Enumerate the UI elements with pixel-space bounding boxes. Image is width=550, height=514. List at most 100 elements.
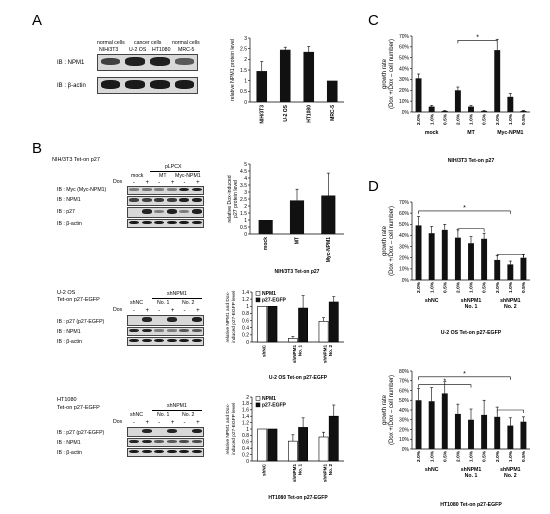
blot-label: IB : NPM1 bbox=[57, 440, 81, 446]
sh-bracket bbox=[152, 410, 202, 411]
blot-band bbox=[166, 449, 177, 454]
blot-label: IB : NPM1 bbox=[57, 60, 85, 66]
blot-band bbox=[174, 80, 195, 89]
bar bbox=[318, 320, 329, 343]
group-label: shNPM1 bbox=[500, 467, 521, 473]
y-axis-label: relative NPM1 and Dox- bbox=[225, 403, 231, 454]
bar bbox=[428, 233, 435, 280]
group-label: shNPM1 bbox=[461, 467, 482, 473]
y-tick-label: 1 bbox=[246, 427, 249, 433]
condition-label: No. 2 bbox=[182, 412, 195, 418]
blot-band bbox=[154, 329, 165, 332]
blot-band bbox=[191, 449, 202, 454]
y-tick-label: 1.2 bbox=[242, 420, 249, 426]
blot-band bbox=[141, 209, 152, 214]
x-tick-label: 2.0% bbox=[455, 113, 461, 125]
y-axis-label: growth rate bbox=[382, 225, 388, 256]
y-tick-label: 0.6 bbox=[242, 318, 249, 324]
blot-band bbox=[191, 329, 202, 332]
dox-sign: + bbox=[196, 180, 200, 186]
blot-band bbox=[129, 188, 140, 191]
x-tick-label: Myc-NPM1 bbox=[326, 237, 332, 263]
x-tick-label: shNPM1 bbox=[323, 345, 328, 364]
y-tick-label: 1.6 bbox=[242, 408, 249, 414]
condition-label: No. 1 bbox=[157, 300, 170, 306]
y-tick-label: 1 bbox=[246, 304, 249, 310]
bar bbox=[520, 110, 527, 112]
bar bbox=[520, 421, 527, 449]
x-tick-label: 2.0% bbox=[495, 113, 501, 125]
group-label: shNPM1 bbox=[500, 298, 521, 304]
y-tick-label: 1.4 bbox=[242, 414, 249, 420]
y-tick-label: 70% bbox=[399, 200, 410, 206]
cell-line-label: Tet-on p27-EGFP bbox=[57, 297, 100, 303]
x-tick-label: 0.5% bbox=[442, 113, 448, 125]
y-tick-label: 3 bbox=[244, 190, 247, 196]
y-tick-label: 10% bbox=[399, 437, 410, 443]
bar bbox=[267, 305, 278, 343]
x-tick-label: 2.0% bbox=[495, 450, 501, 462]
dox-sign: - bbox=[158, 308, 161, 314]
group-label: shNPM1 bbox=[461, 298, 482, 304]
x-tick-label: 0.5% bbox=[521, 281, 527, 293]
y-tick-label: 2 bbox=[244, 204, 247, 210]
group-label: normal cells bbox=[172, 40, 200, 46]
chart-b1-p27-level: 00.511.522.533.544.55 mock MT Myc-NPM1 relat… bbox=[227, 162, 344, 275]
bar bbox=[415, 225, 422, 280]
y-tick-label: 40% bbox=[399, 233, 410, 239]
cell-line-label: U-2 OS bbox=[57, 290, 76, 296]
blot-band bbox=[191, 220, 202, 225]
bar bbox=[428, 401, 435, 449]
blot-band bbox=[174, 58, 195, 65]
dox-label: Dox bbox=[113, 419, 123, 425]
legend-swatch bbox=[255, 297, 261, 303]
blot-band bbox=[166, 338, 177, 343]
blot-beta-actin bbox=[127, 337, 204, 346]
legend-swatch bbox=[255, 402, 261, 408]
condition-label: MT bbox=[159, 173, 167, 179]
y-tick-label: 70% bbox=[399, 34, 410, 40]
y-axis-label: growth rate bbox=[382, 394, 388, 425]
dox-sign: - bbox=[132, 180, 135, 186]
cell-line-label: HT1080 bbox=[57, 397, 77, 403]
bar bbox=[415, 400, 422, 449]
bar bbox=[257, 428, 268, 462]
x-tick-label: 1.0% bbox=[429, 113, 435, 125]
bar bbox=[507, 425, 514, 449]
blot-band bbox=[154, 338, 165, 343]
bar bbox=[257, 305, 268, 343]
cell-line-label: Tet-on p27-EGFP bbox=[57, 405, 100, 411]
legend-swatch bbox=[255, 291, 261, 296]
legend-label: p27-EGFP bbox=[262, 298, 287, 304]
dox-label: Dox bbox=[113, 179, 123, 185]
y-tick-label: 70% bbox=[399, 379, 410, 385]
group-label: shNC bbox=[425, 467, 439, 473]
x-tick-label: 1.0% bbox=[429, 450, 435, 462]
x-tick-label: 0.5% bbox=[442, 281, 448, 293]
y-tick-label: 2.5 bbox=[240, 46, 247, 52]
y-tick-label: 0% bbox=[402, 447, 410, 453]
y-tick-label: 1.2 bbox=[242, 297, 249, 303]
dox-sign: - bbox=[132, 308, 135, 314]
y-tick-label: 4 bbox=[244, 176, 247, 182]
blot-p27 bbox=[127, 207, 204, 218]
blot-label: IB : β-actin bbox=[57, 450, 82, 456]
dox-signs: - + - + - + bbox=[128, 308, 204, 314]
bar bbox=[267, 428, 278, 462]
bar bbox=[279, 49, 291, 102]
x-tick-label: 2.0% bbox=[455, 281, 461, 293]
y-axis-label: relative Dox-induced bbox=[227, 175, 233, 222]
group-label: No. 2 bbox=[504, 473, 517, 479]
legend-label: NPM1 bbox=[262, 291, 276, 297]
bar bbox=[289, 200, 305, 234]
x-tick-label: NIH/3T3 bbox=[259, 105, 265, 124]
bar bbox=[454, 413, 461, 449]
y-tick-label: 5 bbox=[244, 162, 247, 168]
y-tick-label: 1 bbox=[244, 78, 247, 84]
y-tick-label: 1 bbox=[244, 218, 247, 224]
blot-band bbox=[141, 188, 152, 191]
x-tick-label: 2.0% bbox=[495, 281, 501, 293]
chart-d1-growth-rate: 0% 10% 20% 30% 40% 50% 60% 70% 2.0% 1.0% 0.5% 2.0% 1… bbox=[382, 200, 530, 336]
y-axis-label: relative NPM1 protein level bbox=[230, 39, 236, 101]
